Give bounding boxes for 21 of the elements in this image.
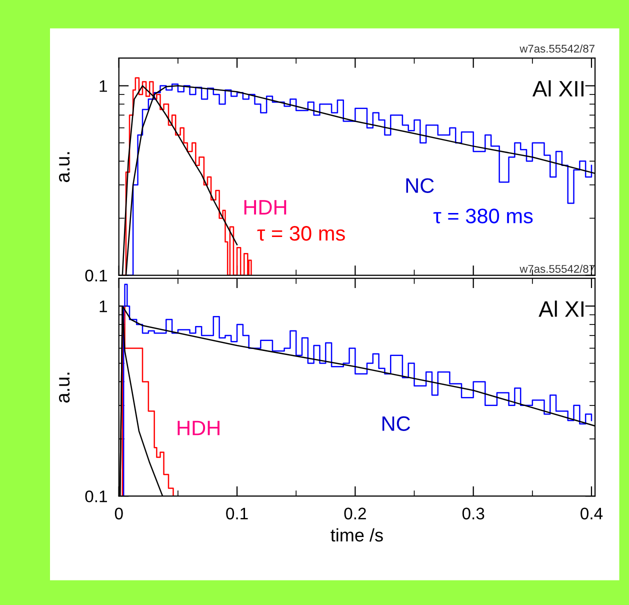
annotation: τ = 30 ms <box>257 226 345 241</box>
y-tick-label: 0.1 <box>85 270 107 282</box>
text: w7as.55542/87 <box>520 44 594 53</box>
y-axis-title: a.u. <box>58 372 70 403</box>
y-axis-title: a.u. <box>58 152 70 182</box>
text: Al XII <box>532 80 584 96</box>
x-tick-label: 0 <box>114 508 123 520</box>
series-label: NC <box>406 178 434 193</box>
x-tick-label: 0.1 <box>226 508 248 520</box>
x-axis-title: time /s <box>330 528 383 542</box>
x-tick-label: 0.2 <box>344 508 366 520</box>
annotation: τ = 380 ms <box>433 208 533 224</box>
x-tick-label: 0.4 <box>580 508 603 520</box>
series-label: NC <box>382 416 410 431</box>
y-tick-label: 0.1 <box>85 490 107 502</box>
y-tick-label: 1 <box>100 300 107 312</box>
series-label: HDH <box>178 420 220 436</box>
series-label: HDH <box>244 200 286 214</box>
text: Al XI <box>538 300 584 317</box>
x-tick-label: 0.3 <box>462 508 484 520</box>
y-tick-label: 1 <box>100 80 107 92</box>
